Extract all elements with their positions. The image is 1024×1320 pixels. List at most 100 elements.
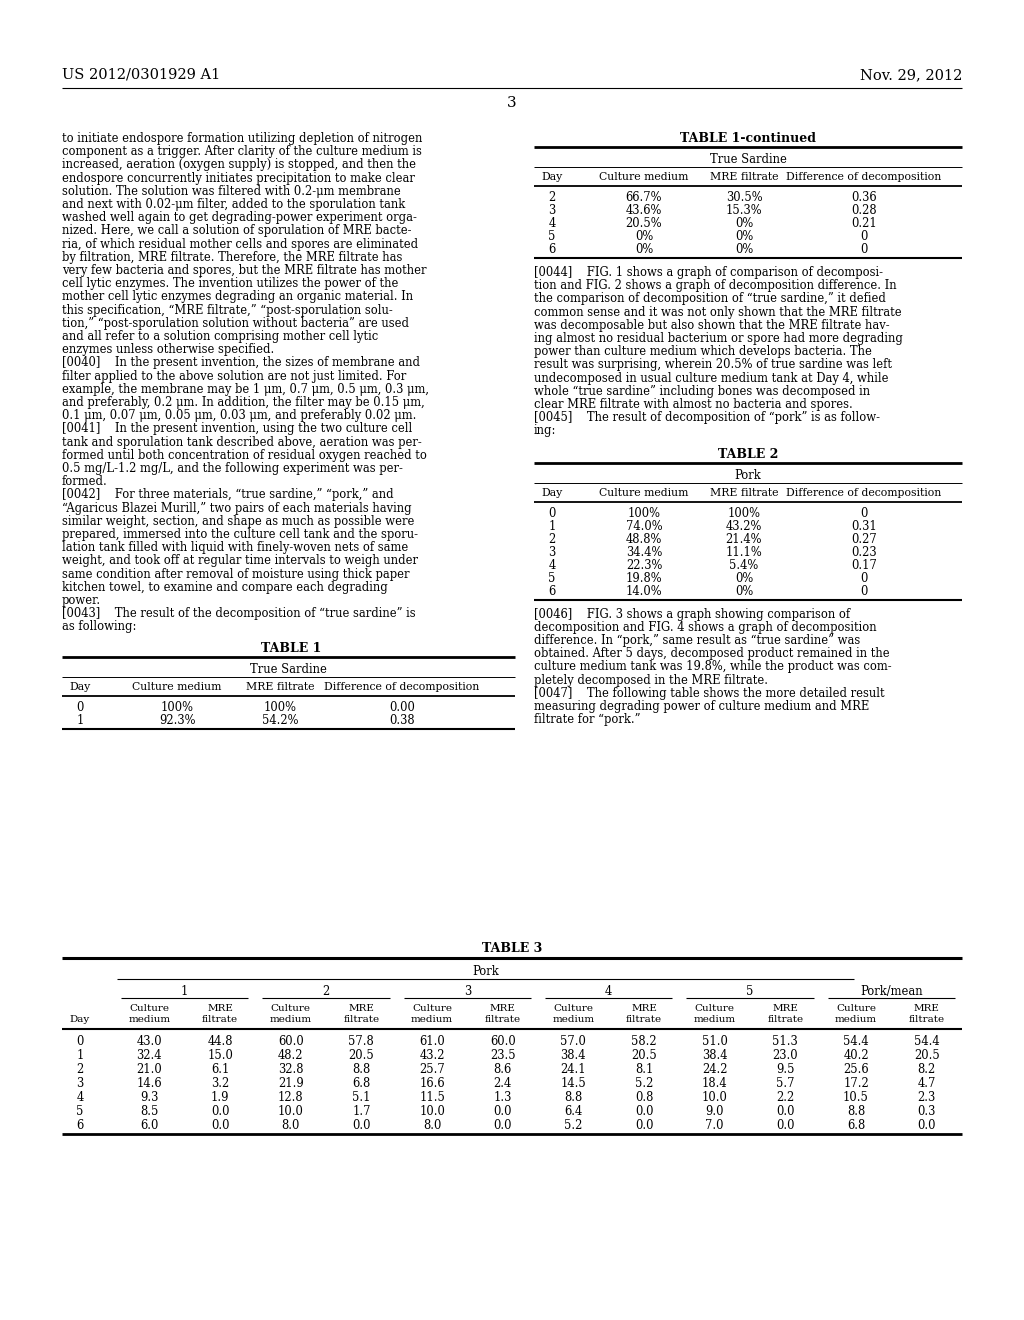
Text: 2: 2 bbox=[323, 985, 330, 998]
Text: Pork: Pork bbox=[734, 469, 762, 482]
Text: 0.0: 0.0 bbox=[776, 1119, 795, 1133]
Text: tion and FIG. 2 shows a graph of decomposition difference. In: tion and FIG. 2 shows a graph of decompo… bbox=[534, 280, 897, 292]
Text: filtrate: filtrate bbox=[343, 1015, 380, 1024]
Text: 0.0: 0.0 bbox=[211, 1119, 229, 1133]
Text: 20.5: 20.5 bbox=[348, 1049, 374, 1063]
Text: 44.8: 44.8 bbox=[207, 1035, 232, 1048]
Text: TABLE 1: TABLE 1 bbox=[261, 642, 322, 655]
Text: 0.0: 0.0 bbox=[776, 1105, 795, 1118]
Text: 43.0: 43.0 bbox=[136, 1035, 162, 1048]
Text: pletely decomposed in the MRE filtrate.: pletely decomposed in the MRE filtrate. bbox=[534, 673, 768, 686]
Text: 21.4%: 21.4% bbox=[726, 532, 762, 545]
Text: clear MRE filtrate with almost no bacteria and spores.: clear MRE filtrate with almost no bacter… bbox=[534, 399, 853, 411]
Text: 0.23: 0.23 bbox=[851, 545, 877, 558]
Text: as following:: as following: bbox=[62, 620, 136, 634]
Text: 24.2: 24.2 bbox=[701, 1063, 727, 1076]
Text: 5: 5 bbox=[77, 1105, 84, 1118]
Text: weight, and took off at regular time intervals to weigh under: weight, and took off at regular time int… bbox=[62, 554, 418, 568]
Text: 8.8: 8.8 bbox=[847, 1105, 865, 1118]
Text: 0.0: 0.0 bbox=[494, 1105, 512, 1118]
Text: 0.0: 0.0 bbox=[918, 1119, 936, 1133]
Text: power.: power. bbox=[62, 594, 101, 607]
Text: 1: 1 bbox=[548, 520, 556, 532]
Text: [0045]    The result of decomposition of “pork” is as follow-: [0045] The result of decomposition of “p… bbox=[534, 412, 880, 424]
Text: 43.2%: 43.2% bbox=[726, 520, 762, 532]
Text: 0%: 0% bbox=[735, 585, 753, 598]
Text: and preferably, 0.2 μm. In addition, the filter may be 0.15 μm,: and preferably, 0.2 μm. In addition, the… bbox=[62, 396, 425, 409]
Text: 100%: 100% bbox=[628, 507, 660, 520]
Text: 1: 1 bbox=[181, 985, 188, 998]
Text: undecomposed in usual culture medium tank at Day 4, while: undecomposed in usual culture medium tan… bbox=[534, 372, 889, 384]
Text: 6: 6 bbox=[77, 1119, 84, 1133]
Text: 6: 6 bbox=[549, 585, 556, 598]
Text: 61.0: 61.0 bbox=[419, 1035, 444, 1048]
Text: 51.0: 51.0 bbox=[701, 1035, 728, 1048]
Text: 0: 0 bbox=[860, 585, 867, 598]
Text: Culture: Culture bbox=[694, 1005, 734, 1012]
Text: 100%: 100% bbox=[727, 507, 761, 520]
Text: 100%: 100% bbox=[263, 701, 297, 714]
Text: 2.2: 2.2 bbox=[776, 1092, 795, 1104]
Text: 6.8: 6.8 bbox=[847, 1119, 865, 1133]
Text: 5: 5 bbox=[548, 572, 556, 585]
Text: nized. Here, we call a solution of sporulation of MRE bacte-: nized. Here, we call a solution of sporu… bbox=[62, 224, 412, 238]
Text: 60.0: 60.0 bbox=[489, 1035, 515, 1048]
Text: 8.6: 8.6 bbox=[494, 1063, 512, 1076]
Text: [0047]    The following table shows the more detailed result: [0047] The following table shows the mor… bbox=[534, 686, 885, 700]
Text: measuring degrading power of culture medium and MRE: measuring degrading power of culture med… bbox=[534, 700, 869, 713]
Text: Culture: Culture bbox=[129, 1005, 169, 1012]
Text: 6.0: 6.0 bbox=[140, 1119, 159, 1133]
Text: 48.2: 48.2 bbox=[278, 1049, 303, 1063]
Text: [0042]    For three materials, “true sardine,” “pork,” and: [0042] For three materials, “true sardin… bbox=[62, 488, 393, 502]
Text: 15.0: 15.0 bbox=[207, 1049, 232, 1063]
Text: 7.0: 7.0 bbox=[706, 1119, 724, 1133]
Text: 0.17: 0.17 bbox=[851, 558, 877, 572]
Text: Culture medium: Culture medium bbox=[599, 487, 689, 498]
Text: Pork/mean: Pork/mean bbox=[860, 985, 923, 998]
Text: medium: medium bbox=[128, 1015, 170, 1024]
Text: lation tank filled with liquid with finely-woven nets of same: lation tank filled with liquid with fine… bbox=[62, 541, 409, 554]
Text: decomposition and FIG. 4 shows a graph of decomposition: decomposition and FIG. 4 shows a graph o… bbox=[534, 620, 877, 634]
Text: medium: medium bbox=[693, 1015, 735, 1024]
Text: 9.5: 9.5 bbox=[776, 1063, 795, 1076]
Text: 15.3%: 15.3% bbox=[726, 205, 762, 216]
Text: “Agaricus Blazei Murill,” two pairs of each materials having: “Agaricus Blazei Murill,” two pairs of e… bbox=[62, 502, 412, 515]
Text: Day: Day bbox=[542, 487, 562, 498]
Text: 43.6%: 43.6% bbox=[626, 205, 663, 216]
Text: 5.7: 5.7 bbox=[776, 1077, 795, 1090]
Text: 5.2: 5.2 bbox=[635, 1077, 653, 1090]
Text: 11.1%: 11.1% bbox=[726, 545, 763, 558]
Text: 1: 1 bbox=[77, 1049, 84, 1063]
Text: tank and sporulation tank described above, aeration was per-: tank and sporulation tank described abov… bbox=[62, 436, 422, 449]
Text: 10.0: 10.0 bbox=[701, 1092, 728, 1104]
Text: 3: 3 bbox=[549, 205, 556, 216]
Text: 0.8: 0.8 bbox=[635, 1092, 653, 1104]
Text: 2.4: 2.4 bbox=[494, 1077, 512, 1090]
Text: 2.3: 2.3 bbox=[918, 1092, 936, 1104]
Text: 24.1: 24.1 bbox=[560, 1063, 586, 1076]
Text: common sense and it was not only shown that the MRE filtrate: common sense and it was not only shown t… bbox=[534, 306, 901, 318]
Text: 1.7: 1.7 bbox=[352, 1105, 371, 1118]
Text: 9.3: 9.3 bbox=[140, 1092, 159, 1104]
Text: MRE filtrate: MRE filtrate bbox=[710, 172, 778, 182]
Text: 5: 5 bbox=[746, 985, 754, 998]
Text: Day: Day bbox=[70, 1015, 90, 1024]
Text: formed until both concentration of residual oxygen reached to: formed until both concentration of resid… bbox=[62, 449, 427, 462]
Text: 8.5: 8.5 bbox=[140, 1105, 159, 1118]
Text: 43.2: 43.2 bbox=[419, 1049, 444, 1063]
Text: 18.4: 18.4 bbox=[701, 1077, 727, 1090]
Text: tion,” “post-sporulation solution without bacteria” are used: tion,” “post-sporulation solution withou… bbox=[62, 317, 409, 330]
Text: obtained. After 5 days, decomposed product remained in the: obtained. After 5 days, decomposed produ… bbox=[534, 647, 890, 660]
Text: difference. In “pork,” same result as “true sardine” was: difference. In “pork,” same result as “t… bbox=[534, 634, 860, 647]
Text: 58.2: 58.2 bbox=[631, 1035, 656, 1048]
Text: 11.5: 11.5 bbox=[419, 1092, 445, 1104]
Text: 0.1 μm, 0.07 μm, 0.05 μm, 0.03 μm, and preferably 0.02 μm.: 0.1 μm, 0.07 μm, 0.05 μm, 0.03 μm, and p… bbox=[62, 409, 417, 422]
Text: 5.1: 5.1 bbox=[352, 1092, 371, 1104]
Text: Culture: Culture bbox=[836, 1005, 876, 1012]
Text: 54.4: 54.4 bbox=[913, 1035, 939, 1048]
Text: 1.3: 1.3 bbox=[494, 1092, 512, 1104]
Text: MRE filtrate: MRE filtrate bbox=[710, 487, 778, 498]
Text: US 2012/0301929 A1: US 2012/0301929 A1 bbox=[62, 69, 220, 82]
Text: power than culture medium which develops bacteria. The: power than culture medium which develops… bbox=[534, 346, 871, 358]
Text: filtrate: filtrate bbox=[626, 1015, 663, 1024]
